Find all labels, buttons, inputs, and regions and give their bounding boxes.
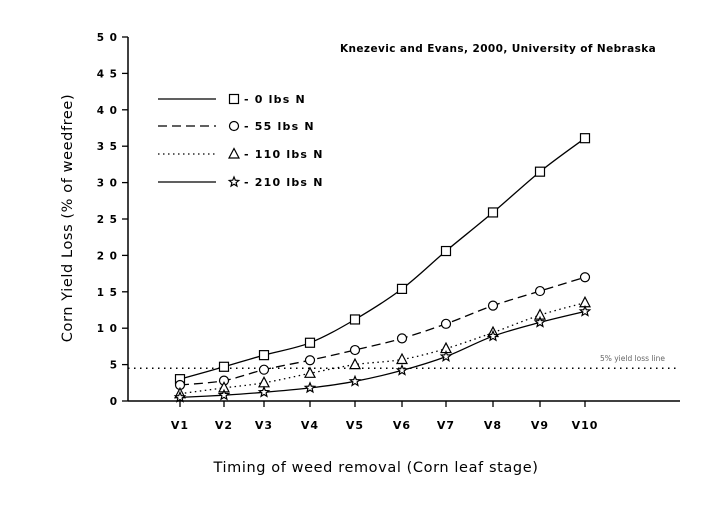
data-point xyxy=(578,304,592,317)
y-tick-label: 5 0 xyxy=(97,32,118,44)
series-group xyxy=(173,133,592,403)
legend-label: - 55 lbs N xyxy=(244,120,315,133)
data-point xyxy=(258,350,270,361)
data-point xyxy=(173,390,187,403)
data-point xyxy=(258,364,270,375)
y-tick-label: 5 xyxy=(110,360,118,372)
data-point xyxy=(534,166,546,177)
data-point xyxy=(395,363,409,376)
data-point xyxy=(396,283,408,294)
data-point xyxy=(487,300,499,311)
series-circle xyxy=(174,272,591,391)
series-square xyxy=(174,133,591,385)
reference-line-group: 5% yield loss line xyxy=(128,354,678,370)
data-point xyxy=(349,357,361,370)
source-note: Knezevic and Evans, 2000, University of … xyxy=(340,43,656,55)
data-point xyxy=(534,285,546,297)
reference-line-label: 5% yield loss line xyxy=(600,354,665,363)
series-line xyxy=(179,137,586,380)
x-tick-label: V8 xyxy=(484,419,502,432)
x-tick-label: V6 xyxy=(393,419,411,432)
legend-item: - 0 lbs N xyxy=(158,93,306,106)
legend-item: - 55 lbs N xyxy=(158,120,315,133)
data-point xyxy=(217,388,231,401)
x-tick-label: V5 xyxy=(346,419,364,432)
series-line xyxy=(179,276,586,386)
x-axis-ticks: V1 V2 V3 V4 V5 V6 V7 V8 V9 V10 xyxy=(171,401,599,432)
data-point xyxy=(348,374,362,387)
data-point xyxy=(303,381,317,394)
legend-marker xyxy=(228,147,240,159)
y-tick-label: 2 0 xyxy=(97,250,118,262)
y-tick-label: 1 5 xyxy=(97,287,118,299)
legend-label: - 0 lbs N xyxy=(244,93,306,106)
data-point xyxy=(349,344,361,356)
y-tick-label: 3 0 xyxy=(97,178,118,190)
y-tick-label: 0 xyxy=(110,396,118,408)
y-tick-label: 4 0 xyxy=(97,105,118,117)
data-point xyxy=(218,361,230,372)
data-point xyxy=(533,315,547,328)
data-point xyxy=(439,349,453,362)
data-point xyxy=(258,376,270,388)
x-axis-title: Timing of weed removal (Corn leaf stage) xyxy=(213,460,539,476)
legend-marker xyxy=(227,175,241,188)
legend-marker xyxy=(228,93,240,105)
data-point xyxy=(349,314,361,325)
x-tick-label: V4 xyxy=(301,419,319,432)
data-point xyxy=(579,272,591,283)
data-point xyxy=(304,355,316,366)
x-tick-label: V10 xyxy=(572,419,599,432)
y-tick-label: 4 5 xyxy=(97,68,118,80)
x-tick-label: V1 xyxy=(171,419,189,432)
series-star xyxy=(173,304,592,403)
y-axis-ticks: 0 5 1 0 1 5 2 0 2 5 3 0 3 5 4 0 4 5 5 0 xyxy=(97,32,128,408)
x-tick-label: V9 xyxy=(531,419,549,432)
data-point xyxy=(257,385,271,398)
series-line xyxy=(179,310,586,399)
y-tick-label: 2 5 xyxy=(97,214,118,226)
y-axis-title: Corn Yield Loss (% of weedfree) xyxy=(60,94,76,342)
legend-item: - 110 lbs N xyxy=(158,147,324,161)
legend-item: - 210 lbs N xyxy=(158,175,324,189)
data-point xyxy=(304,337,316,348)
x-tick-label: V2 xyxy=(215,419,233,432)
data-point xyxy=(396,333,408,344)
legend-label: - 210 lbs N xyxy=(244,176,324,189)
x-tick-label: V3 xyxy=(255,419,273,432)
data-point xyxy=(304,366,316,378)
data-point xyxy=(440,318,452,329)
data-point xyxy=(440,245,452,257)
data-point xyxy=(487,207,499,218)
x-tick-label: V7 xyxy=(437,419,455,432)
series-line xyxy=(179,302,586,395)
data-point xyxy=(396,352,408,365)
data-point xyxy=(579,133,591,144)
legend: - 0 lbs N - 55 lbs N - 110 lbs N - 210 lbs … xyxy=(158,93,324,189)
y-tick-label: 3 5 xyxy=(97,141,118,153)
legend-marker xyxy=(228,120,240,132)
legend-label: - 110 lbs N xyxy=(244,148,324,161)
y-tick-label: 1 0 xyxy=(97,323,118,335)
data-point xyxy=(486,329,500,342)
series-triangle xyxy=(174,295,591,399)
